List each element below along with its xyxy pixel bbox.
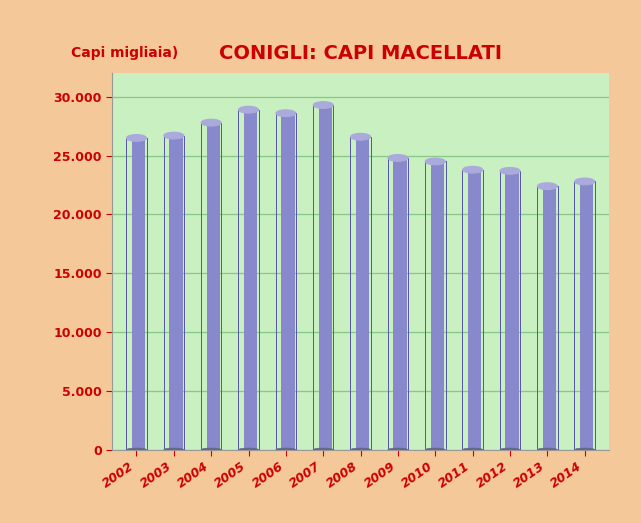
Ellipse shape [276,448,296,451]
Ellipse shape [238,106,258,113]
Ellipse shape [313,101,333,108]
Ellipse shape [313,448,333,451]
Bar [394,158,406,450]
Bar [319,105,332,450]
Bar [281,113,288,450]
Ellipse shape [425,448,445,451]
Ellipse shape [126,134,146,141]
Bar [132,138,139,450]
Bar [505,171,513,450]
Ellipse shape [164,132,184,139]
Bar [574,181,595,450]
Bar [505,171,519,450]
Ellipse shape [351,133,370,140]
Text: Capi migliaia): Capi migliaia) [71,46,178,60]
Ellipse shape [201,119,221,126]
Bar [394,158,401,450]
Ellipse shape [201,448,221,451]
Bar [201,123,221,450]
Bar [169,135,176,450]
Bar [356,137,369,450]
Title: CONIGLI: CAPI MACELLATI: CONIGLI: CAPI MACELLATI [219,44,502,63]
Ellipse shape [351,448,370,451]
Bar [431,162,438,450]
Bar [580,181,594,450]
Bar [206,123,220,450]
Bar [244,110,257,450]
Ellipse shape [388,448,408,451]
Bar [543,186,556,450]
Bar [537,186,558,450]
Ellipse shape [388,155,408,161]
Ellipse shape [126,448,146,451]
Ellipse shape [500,167,520,174]
Ellipse shape [463,448,483,451]
Ellipse shape [537,183,557,189]
Bar [244,110,251,450]
Bar [350,137,371,450]
Bar [356,137,363,450]
Bar [206,123,213,450]
Bar [425,162,445,450]
Ellipse shape [164,448,184,451]
Bar [126,138,147,450]
Bar [276,113,296,450]
Bar [388,158,408,450]
Bar [169,135,183,450]
Ellipse shape [425,158,445,165]
Ellipse shape [537,448,557,451]
Bar [132,138,145,450]
Bar [319,105,326,450]
Ellipse shape [463,166,483,173]
Ellipse shape [238,448,258,451]
Bar [163,135,184,450]
Bar [313,105,333,450]
Ellipse shape [500,448,520,451]
Bar [238,110,259,450]
Bar [543,186,550,450]
Bar [281,113,295,450]
Ellipse shape [575,448,595,451]
Bar [468,169,475,450]
Ellipse shape [276,110,296,117]
Bar [468,169,481,450]
Ellipse shape [575,178,595,185]
Bar [500,171,520,450]
Bar [431,162,444,450]
Bar [580,181,587,450]
Bar [462,169,483,450]
